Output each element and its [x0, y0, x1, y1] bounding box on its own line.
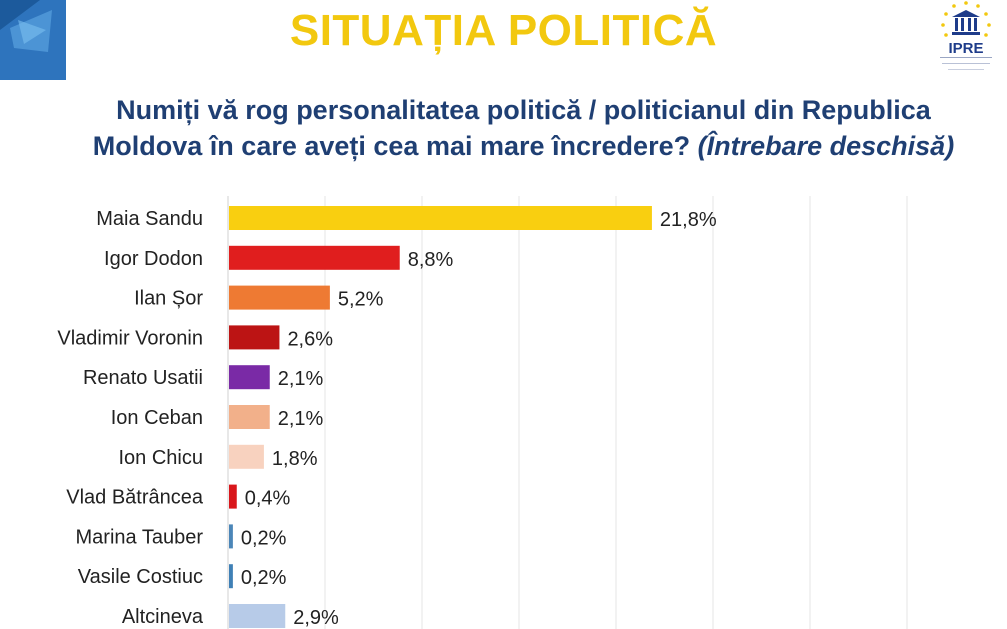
question-note: (Întrebare deschisă) — [697, 131, 955, 161]
category-label: Ion Chicu — [119, 447, 204, 469]
bar-5 — [229, 405, 270, 429]
category-label: Maia Sandu — [96, 208, 203, 230]
ipre-logo: IPRE — [928, 0, 1004, 82]
value-label: 1,8% — [272, 448, 318, 470]
question-line-2: Moldova în care aveți cea mai mare încre… — [92, 131, 698, 161]
value-label: 8,8% — [408, 249, 454, 271]
value-label: 2,9% — [293, 607, 339, 629]
bar-9 — [229, 564, 233, 589]
value-label: 0,2% — [241, 567, 287, 589]
question-line-1: Numiți vă rog personalitatea politică / … — [116, 95, 931, 125]
bar-7 — [229, 484, 237, 509]
survey-question: Numiți vă rog personalitatea politică / … — [40, 92, 1007, 164]
category-label: Ion Ceban — [111, 407, 203, 429]
bar-2 — [229, 285, 330, 310]
category-label: Ilan Șor — [134, 288, 203, 310]
bar-4 — [229, 365, 270, 390]
eu-flag-icon — [0, 0, 66, 80]
page-title: SITUAȚIA POLITICĂ — [289, 6, 718, 55]
value-label: 21,8% — [660, 209, 717, 231]
value-label: 0,4% — [245, 488, 291, 510]
bar-8 — [229, 524, 233, 549]
category-label: Vasile Costiuc — [78, 566, 203, 588]
category-label: Altcineva — [122, 606, 204, 628]
bar-3 — [229, 325, 280, 350]
category-label: Vladimir Voronin — [57, 327, 203, 349]
bar-1 — [229, 245, 400, 270]
value-label: 2,1% — [278, 368, 324, 390]
value-label: 2,1% — [278, 408, 324, 430]
value-label: 0,2% — [241, 527, 287, 549]
bar-10 — [229, 604, 286, 628]
category-label: Marina Tauber — [76, 526, 204, 548]
category-label: Igor Dodon — [104, 248, 203, 270]
bar-chart: Maia Sandu Igor Dodon Ilan Șor Vladimir Vor… — [57, 196, 908, 629]
building-with-stars-icon — [941, 1, 991, 37]
category-label: Renato Usatii — [83, 367, 203, 389]
bar-6 — [229, 444, 264, 469]
bar-0 — [229, 206, 652, 230]
value-label: 5,2% — [338, 289, 384, 311]
category-label: Vlad Bătrâncea — [66, 487, 204, 509]
value-label: 2,6% — [287, 328, 333, 350]
ipre-name: IPRE — [948, 40, 984, 57]
